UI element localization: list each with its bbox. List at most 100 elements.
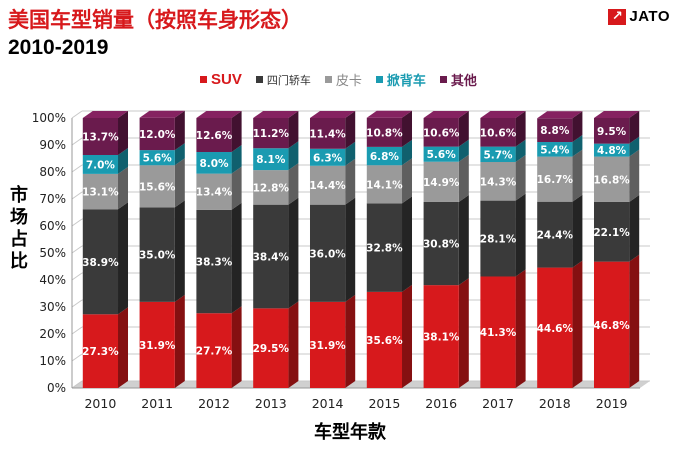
bar-side-2015-0 bbox=[402, 284, 413, 388]
y-tick-label: 40% bbox=[39, 273, 66, 287]
bar-side-2011-3 bbox=[174, 143, 185, 166]
data-label-2018-3: 5.4% bbox=[540, 144, 570, 156]
x-tick-label: 2015 bbox=[368, 396, 400, 411]
data-label-2010-1: 38.9% bbox=[82, 257, 119, 269]
data-label-2015-2: 14.1% bbox=[366, 179, 403, 191]
legend-swatch-other bbox=[439, 76, 447, 83]
x-tick-label: 2019 bbox=[596, 396, 628, 411]
gridline-depth bbox=[71, 299, 83, 308]
data-label-2011-2: 15.6% bbox=[139, 181, 176, 193]
bar-side-2016-3 bbox=[458, 139, 469, 162]
data-label-2010-2: 13.1% bbox=[82, 187, 119, 199]
y-axis-label: 市场占比 bbox=[10, 185, 28, 272]
bar-segment-2011-1 bbox=[139, 207, 175, 302]
bar-side-2014-2 bbox=[345, 158, 356, 205]
data-label-2013-1: 38.4% bbox=[253, 252, 290, 264]
gridline-depth bbox=[71, 272, 83, 281]
bar-side-2017-1 bbox=[515, 193, 526, 277]
bar-segment-2014-2 bbox=[309, 165, 346, 205]
bar-segment-2010-1 bbox=[82, 209, 119, 315]
x-tick-label: 2011 bbox=[141, 396, 173, 411]
bar-side-2019-2 bbox=[629, 149, 640, 202]
bar-segment-2011-3 bbox=[139, 150, 175, 166]
bar-top-2015 bbox=[366, 110, 413, 118]
data-label-2018-1: 24.4% bbox=[537, 230, 574, 242]
bar-segment-2019-0 bbox=[593, 261, 630, 388]
bar-side-2010-4 bbox=[118, 111, 129, 155]
data-label-2014-4: 11.4% bbox=[309, 128, 346, 140]
legend-swatch-suv bbox=[200, 76, 207, 83]
data-label-2013-2: 12.8% bbox=[253, 182, 290, 194]
y-tick-label: 20% bbox=[39, 327, 66, 341]
bar-top-2019 bbox=[593, 111, 640, 118]
bar-segment-2012-2 bbox=[196, 173, 232, 210]
bar-side-2011-0 bbox=[174, 294, 185, 388]
bar-segment-2018-0 bbox=[537, 267, 573, 388]
bar-side-2011-1 bbox=[174, 200, 185, 302]
data-label-2014-2: 14.4% bbox=[309, 180, 346, 192]
gridline-depth bbox=[71, 245, 83, 254]
bar-side-2012-4 bbox=[231, 111, 242, 153]
data-label-2017-0: 41.3% bbox=[480, 327, 517, 339]
bar-side-2013-0 bbox=[288, 301, 299, 388]
bar-side-2012-2 bbox=[231, 166, 242, 210]
bar-side-2017-4 bbox=[515, 111, 526, 147]
y-tick-label: 50% bbox=[39, 246, 66, 260]
bar-side-2018-3 bbox=[572, 135, 583, 157]
data-label-2014-1: 36.0% bbox=[309, 248, 346, 260]
bar-side-2017-2 bbox=[515, 155, 526, 201]
x-tick-label: 2012 bbox=[198, 396, 230, 411]
bar-side-2012-1 bbox=[231, 202, 242, 314]
chart-legend: SUV 四门轿车 皮卡 掀背车 其他 bbox=[200, 70, 477, 89]
bar-side-2014-4 bbox=[345, 111, 356, 149]
gridline-depth bbox=[71, 164, 83, 173]
bar-side-2017-3 bbox=[515, 139, 526, 163]
bar-segment-2018-4 bbox=[537, 118, 573, 143]
data-label-2012-2: 13.4% bbox=[196, 187, 233, 199]
bar-top-2012 bbox=[196, 111, 242, 118]
bar-segment-2010-0 bbox=[82, 314, 119, 388]
bar-segment-2018-3 bbox=[537, 142, 573, 157]
bar-segment-2016-4 bbox=[423, 118, 459, 147]
data-label-2018-0: 44.6% bbox=[537, 323, 574, 335]
bar-side-2016-1 bbox=[458, 194, 469, 286]
data-label-2016-3: 5.6% bbox=[427, 149, 457, 161]
bar-side-2010-0 bbox=[118, 307, 129, 388]
bar-segment-2016-3 bbox=[423, 146, 459, 162]
data-label-2011-3: 5.6% bbox=[143, 153, 173, 165]
gridline-depth bbox=[71, 326, 83, 335]
data-label-2010-4: 13.7% bbox=[82, 131, 119, 143]
jato-logo-icon: ↗ bbox=[608, 8, 627, 25]
gridline-depth bbox=[71, 218, 83, 227]
data-label-2018-4: 8.8% bbox=[540, 125, 570, 137]
data-label-2019-2: 16.8% bbox=[593, 174, 630, 186]
y-tick-label: 100% bbox=[32, 111, 66, 125]
data-label-2011-4: 12.0% bbox=[139, 129, 176, 141]
bar-segment-2010-3 bbox=[82, 154, 119, 174]
y-tick-label: 60% bbox=[39, 219, 66, 233]
bar-segment-2014-1 bbox=[309, 204, 346, 302]
data-label-2013-3: 8.1% bbox=[256, 154, 286, 166]
bar-side-2015-2 bbox=[402, 158, 413, 204]
legend-label-hatchback: 掀背车 bbox=[386, 74, 426, 89]
y-tick-label: 0% bbox=[47, 381, 66, 395]
bar-segment-2013-4 bbox=[253, 118, 289, 149]
bar-side-2019-3 bbox=[629, 136, 640, 157]
bar-top-2017 bbox=[480, 111, 526, 118]
bar-segment-2014-4 bbox=[309, 118, 346, 149]
bar-side-2018-1 bbox=[572, 194, 583, 268]
y-tick-label: 10% bbox=[39, 354, 66, 368]
gridline-depth bbox=[71, 380, 83, 389]
bar-segment-2013-3 bbox=[253, 148, 289, 171]
legend-label-pickup: 皮卡 bbox=[335, 74, 362, 89]
data-label-2012-0: 27.7% bbox=[196, 346, 233, 358]
bar-segment-2018-1 bbox=[537, 201, 573, 268]
bar-side-2011-4 bbox=[174, 110, 185, 151]
bar-segment-2019-2 bbox=[593, 156, 630, 202]
legend-swatch-sedan bbox=[255, 76, 263, 83]
bar-top-2010 bbox=[82, 111, 129, 118]
bar-segment-2016-0 bbox=[423, 285, 459, 388]
jato-logo: ↗ JATO bbox=[608, 8, 670, 25]
bar-side-2013-1 bbox=[288, 197, 299, 309]
bar-side-2015-4 bbox=[402, 110, 413, 147]
